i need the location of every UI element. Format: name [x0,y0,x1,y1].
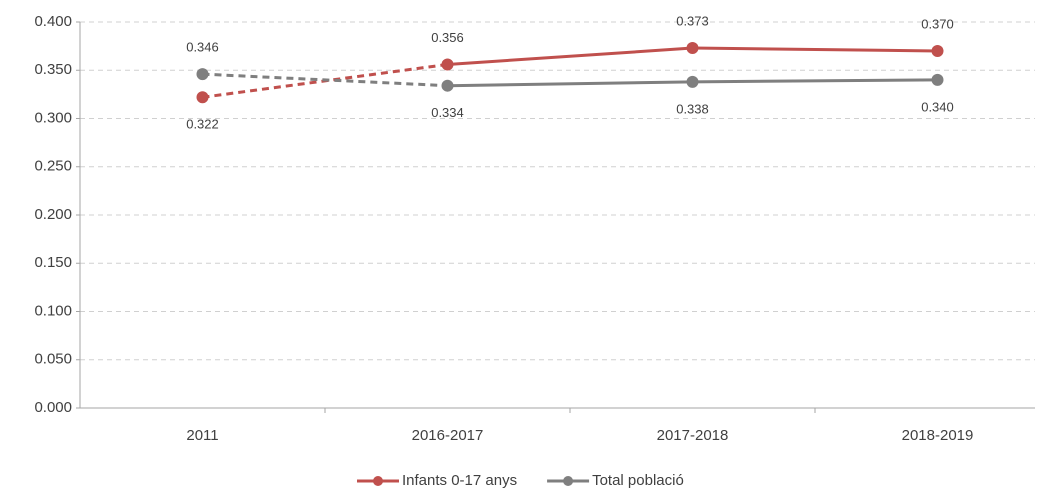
value-label: 0.346 [186,40,219,55]
value-label: 0.322 [186,117,219,132]
value-label: 0.338 [676,101,709,116]
legend-marker [373,476,383,486]
line-segment [692,46,938,53]
value-label: 0.340 [921,99,954,114]
x-tick-label: 2011 [186,427,218,444]
point [441,58,454,71]
x-tick-label: 2017-2018 [657,427,729,444]
value-label: 0.370 [921,16,954,31]
y-tick-label: 0.400 [34,13,72,30]
line-segment [447,46,693,66]
y-tick-label: 0.250 [34,158,72,175]
line-segment [202,72,448,88]
x-tick-label: 2016-2017 [412,427,484,444]
legend-label: Total població [592,472,684,489]
line-segment [447,80,693,88]
y-tick-label: 0.350 [34,61,72,78]
point [196,68,209,81]
y-tick-label: 0.100 [34,302,72,319]
legend-label: Infants 0-17 anys [402,472,517,489]
value-label: 0.373 [676,13,709,28]
y-tick-label: 0.300 [34,109,72,126]
x-tick-label: 2018-2019 [902,427,974,444]
value-label: 0.334 [431,105,464,120]
y-tick-label: 0.150 [34,254,72,271]
y-tick-label: 0.000 [34,399,72,416]
value-label: 0.356 [431,30,464,45]
point [686,75,699,88]
point [931,73,944,86]
point [931,44,944,57]
y-tick-label: 0.200 [34,206,72,223]
y-tick-label: 0.050 [34,351,72,368]
legend-marker [563,476,574,486]
point [196,91,209,104]
line-segment [692,78,938,84]
point [686,42,699,55]
point [441,79,454,92]
